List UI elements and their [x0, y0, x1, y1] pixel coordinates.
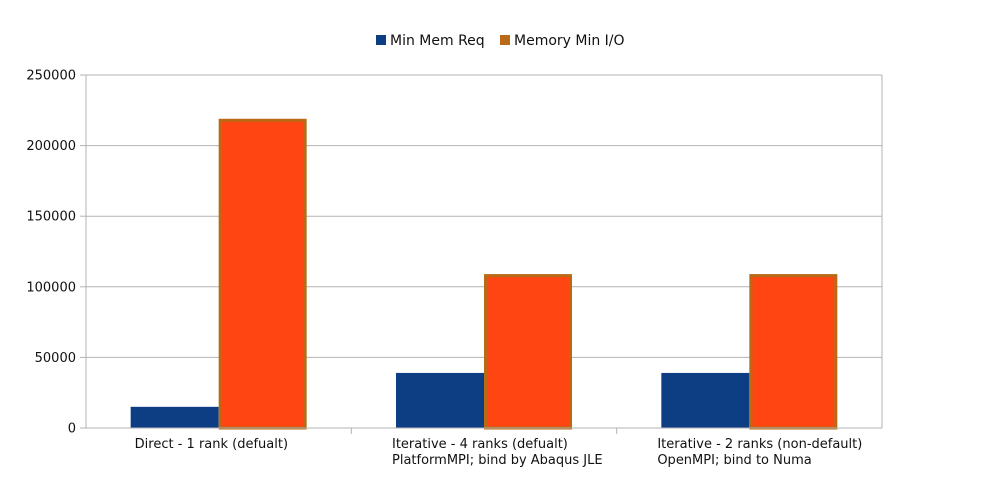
x-category-label: OpenMPI; bind to Numa	[657, 453, 811, 468]
axes	[85, 75, 883, 434]
x-category-label: Direct - 1 rank (defualt)	[135, 437, 288, 452]
x-category-label: PlatformMPI; bind by Abaqus JLE	[392, 453, 603, 468]
legend-swatch	[500, 35, 510, 45]
bars-group	[130, 118, 838, 430]
bar-min-mem-req	[661, 372, 750, 428]
x-category-label: Iterative - 2 ranks (non-default)	[657, 437, 862, 452]
chart-legend: Min Mem Req Memory Min I/O	[376, 33, 625, 49]
y-tick-label: 150000	[26, 210, 76, 225]
legend-label: Min Mem Req	[390, 33, 485, 49]
y-axis-ticks: 0 50000 100000 150000 200000 250000	[26, 69, 86, 437]
bar-memory-min-io	[749, 274, 838, 430]
x-category-label: Iterative - 4 ranks (defualt)	[392, 437, 568, 452]
y-tick-label: 0	[68, 422, 76, 437]
legend-label: Memory Min I/O	[514, 33, 625, 49]
legend-swatch	[376, 35, 386, 45]
bar-min-mem-req	[130, 406, 219, 428]
y-tick-label: 50000	[35, 351, 76, 366]
bar-memory-min-io	[218, 118, 307, 430]
y-tick-label: 100000	[26, 280, 76, 295]
y-tick-label: 200000	[26, 139, 76, 154]
y-tick-label: 250000	[26, 69, 76, 84]
bar-memory-min-io	[484, 274, 572, 430]
bar-min-mem-req	[396, 372, 484, 428]
x-axis-labels: Direct - 1 rank (defualt) Iterative - 4 r…	[135, 437, 863, 468]
